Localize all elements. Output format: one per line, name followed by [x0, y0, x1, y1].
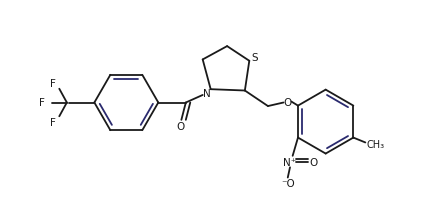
Text: O: O	[177, 121, 185, 131]
Text: N⁺: N⁺	[284, 157, 297, 167]
Text: F: F	[39, 98, 44, 108]
Text: O: O	[284, 97, 292, 107]
Text: N: N	[203, 88, 211, 98]
Text: CH₃: CH₃	[366, 139, 385, 150]
Text: F: F	[50, 79, 56, 89]
Text: F: F	[50, 117, 56, 127]
Text: ⁻O: ⁻O	[281, 178, 295, 188]
Text: S: S	[251, 53, 258, 63]
Text: O: O	[309, 157, 317, 167]
